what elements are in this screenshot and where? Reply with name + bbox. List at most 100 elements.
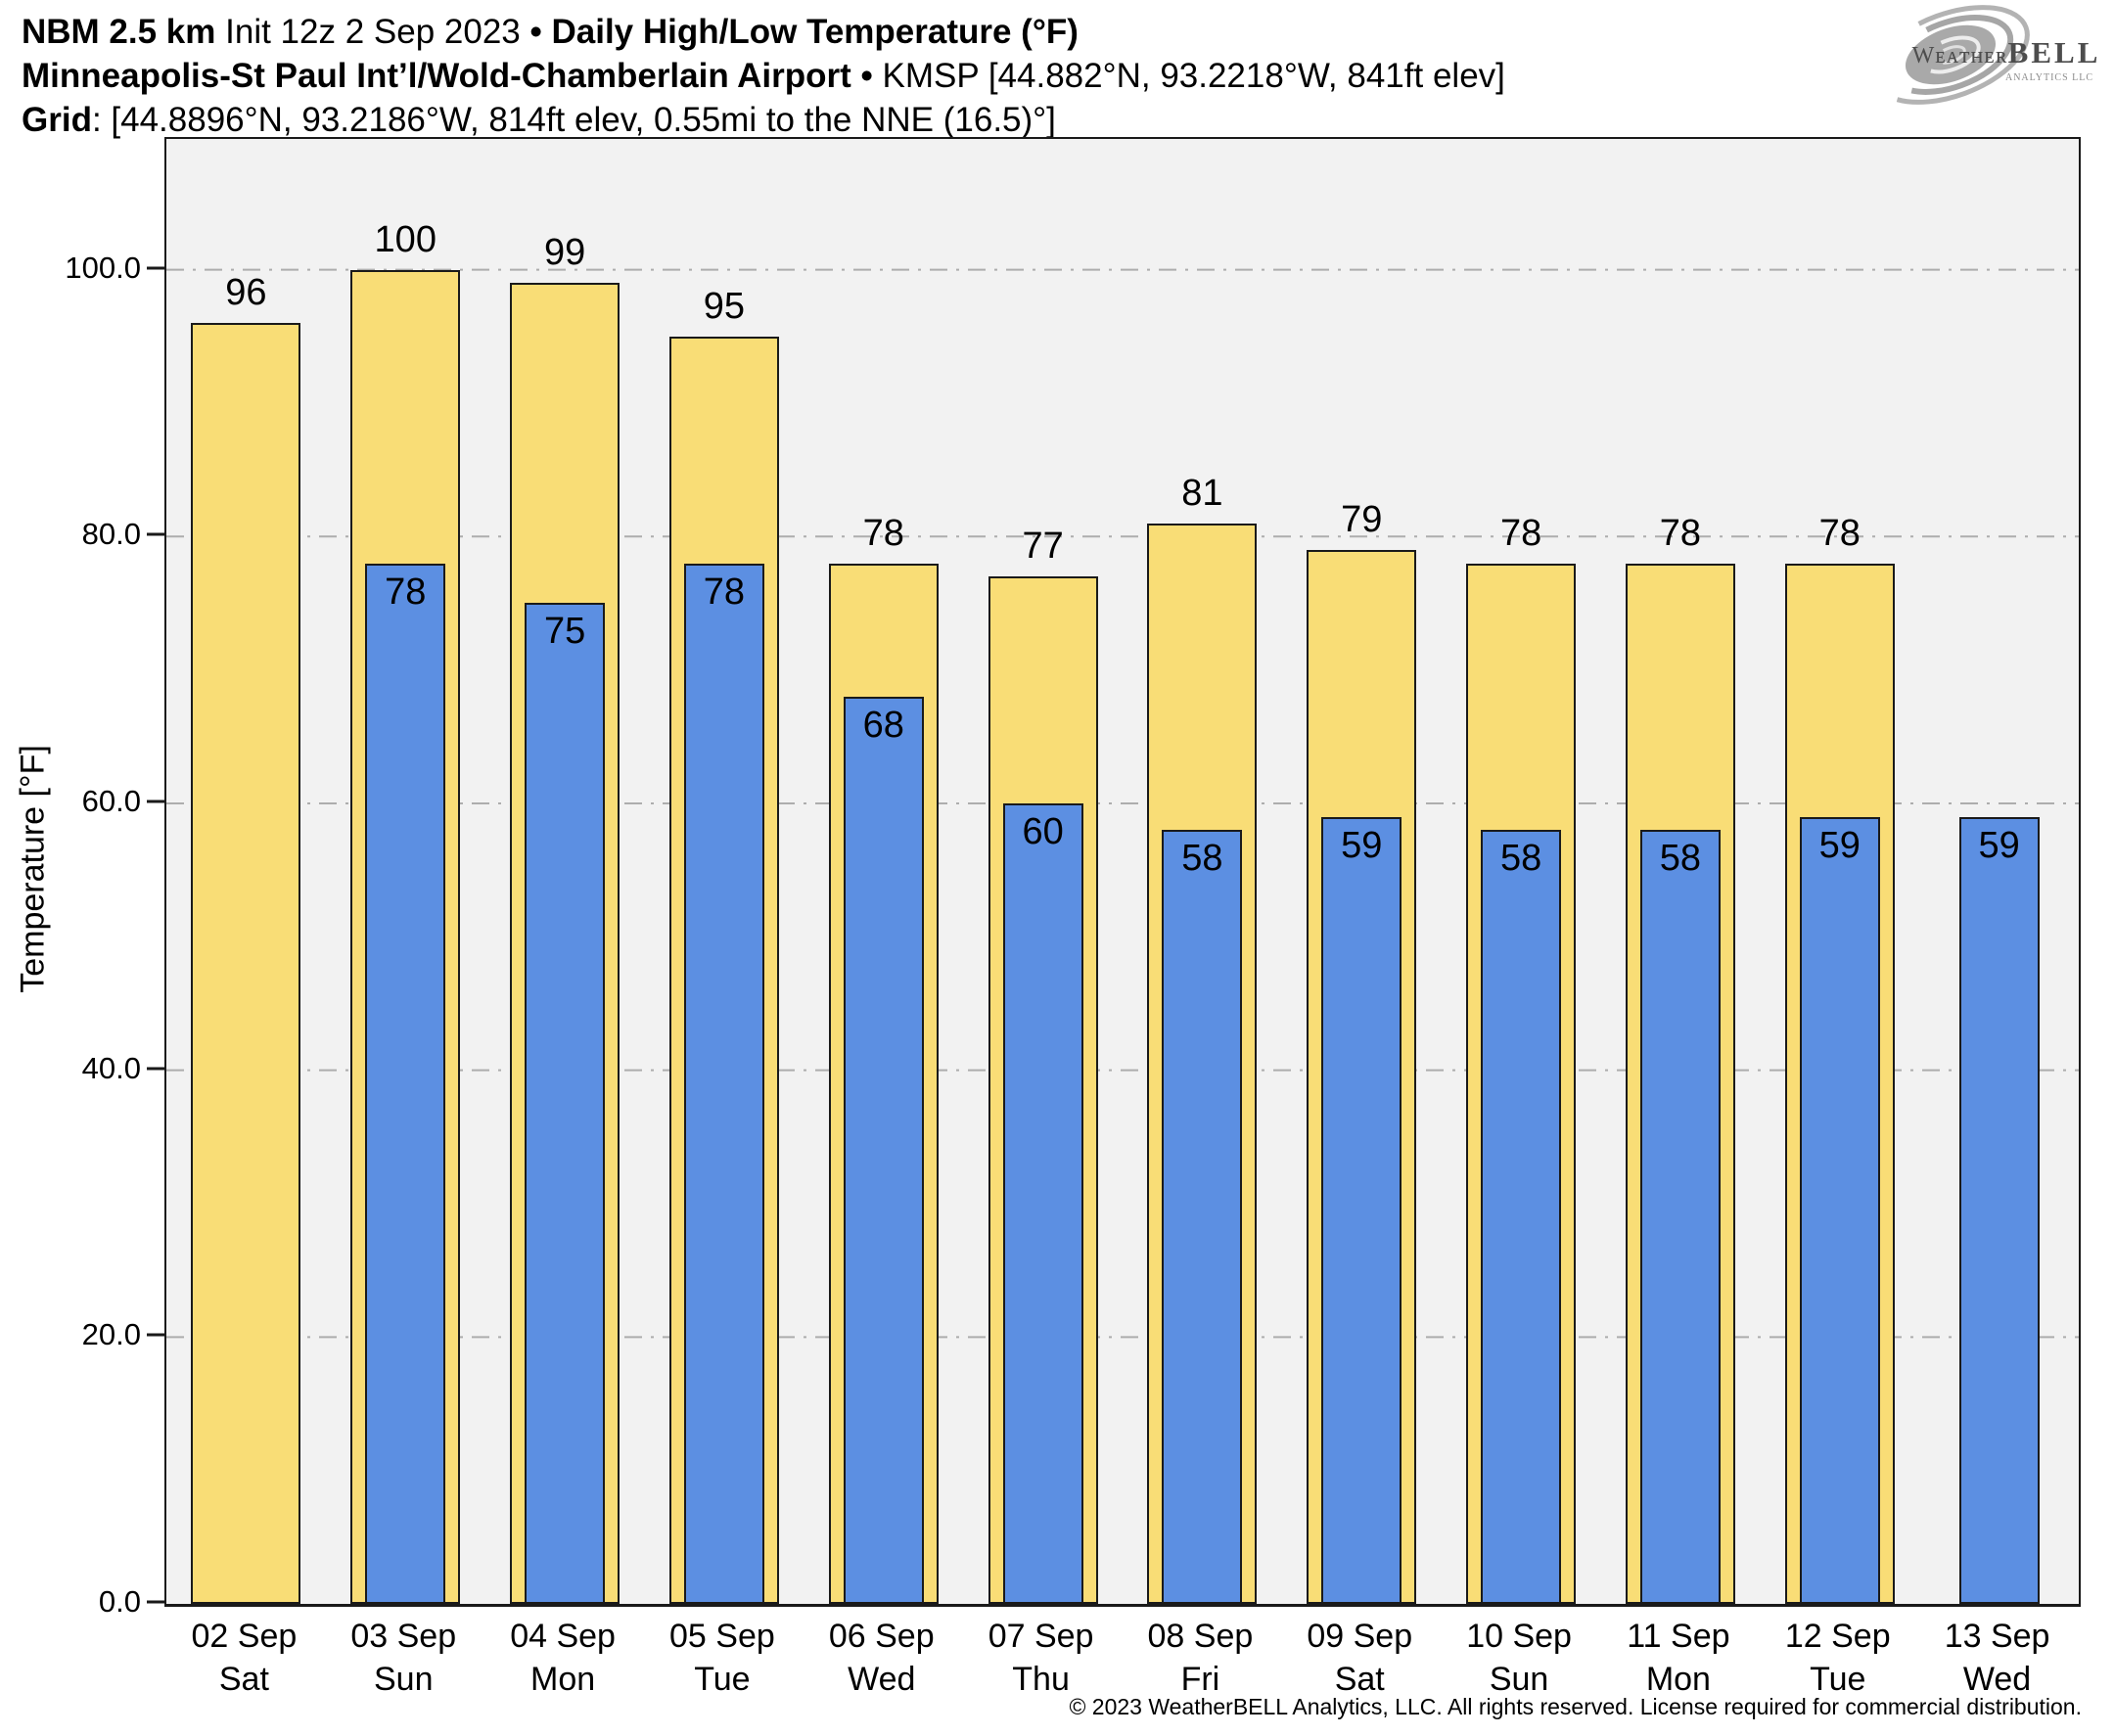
low-value-label: 58: [1181, 838, 1223, 880]
y-tick-mark-40: [147, 1067, 164, 1071]
chart-title: Daily High/Low Temperature (°F): [541, 13, 1079, 51]
x-tick-day: Tue: [694, 1661, 751, 1698]
high-value-label: 78: [1499, 512, 1542, 554]
x-tick-label: 06 Sep Wed: [784, 1615, 980, 1701]
y-tick-label-0: 0.0: [98, 1584, 141, 1619]
low-bar: [683, 563, 764, 1604]
x-tick-label: 13 Sep Wed: [1900, 1615, 2095, 1701]
grid-coords: : [44.8896°N, 93.2186°W, 814ft elev, 0.5…: [91, 101, 1056, 139]
x-tick-day: Thu: [1012, 1661, 1070, 1698]
x-tick-label: 08 Sep Fri: [1102, 1615, 1298, 1701]
low-bar: [1162, 830, 1243, 1604]
y-tick-mark-0: [147, 1600, 164, 1604]
logo-text-weather: Wᴇᴀᴛʜᴇʀ: [1912, 43, 2008, 69]
low-bar: [365, 563, 446, 1604]
low-bar: [1321, 816, 1402, 1604]
high-value-label: 81: [1181, 472, 1223, 514]
low-value-label: 59: [1978, 824, 2020, 866]
y-tick-label-100: 100.0: [65, 250, 141, 285]
grid-label: Grid: [22, 101, 92, 139]
station-coords: KMSP [44.882°N, 93.2218°W, 841ft elev]: [872, 57, 1505, 95]
x-tick-date: 05 Sep: [669, 1618, 775, 1655]
y-tick-mark-100: [147, 266, 164, 270]
x-tick-date: 02 Sep: [191, 1618, 298, 1655]
low-value-label: 60: [1022, 810, 1064, 852]
station-name: Minneapolis-St Paul Int’l/Wold-Chamberla…: [22, 57, 851, 95]
y-tick-label-80: 80.0: [81, 517, 141, 552]
high-bar: [191, 323, 301, 1604]
header-line-1: NBM 2.5 km Init 12z 2 Sep 2023 • Daily H…: [22, 10, 1505, 54]
x-tick-day: Sat: [1334, 1661, 1385, 1698]
bullet-separator: •: [529, 13, 542, 51]
x-tick-label: 10 Sep Sun: [1421, 1615, 1617, 1701]
high-value-label: 100: [374, 218, 437, 260]
gridlines: [166, 268, 2079, 1339]
y-tick-mark-20: [147, 1333, 164, 1337]
y-axis-title: Temperature [°F]: [14, 745, 52, 993]
x-tick-day: Tue: [1810, 1661, 1866, 1698]
x-tick-date: 11 Sep: [1627, 1618, 1730, 1655]
x-tick-label: 09 Sep Sat: [1262, 1615, 1457, 1701]
x-tick-label: 04 Sep Mon: [465, 1615, 661, 1701]
chart-header: NBM 2.5 km Init 12z 2 Sep 2023 • Daily H…: [22, 10, 1505, 142]
x-tick-day: Wed: [848, 1661, 916, 1698]
low-value-label: 59: [1341, 824, 1383, 866]
high-value-label: 79: [1341, 498, 1383, 540]
x-tick-day: Sun: [374, 1661, 434, 1698]
x-tick-date: 08 Sep: [1147, 1618, 1254, 1655]
x-tick-date: 06 Sep: [828, 1618, 935, 1655]
plot-area: 96 100 78 99 75 95 78 78 68 77 60 81 58 79 59 78 58 78 58 7…: [164, 137, 2081, 1607]
hurricane-swirl-icon: WᴇᴀᴛʜᴇʀBELL ANALYTICS LLC: [1871, 5, 2101, 105]
x-tick-date: 13 Sep: [1944, 1618, 2050, 1655]
high-value-label: 95: [703, 285, 746, 327]
x-tick-day: Sun: [1489, 1661, 1549, 1698]
logo-subtext: ANALYTICS LLC: [2005, 72, 2093, 83]
x-tick-day: Sat: [218, 1661, 269, 1698]
y-tick-mark-60: [147, 799, 164, 803]
high-value-label: 99: [543, 232, 586, 274]
x-tick-label: 05 Sep Tue: [624, 1615, 820, 1701]
x-tick-label: 12 Sep Tue: [1740, 1615, 1936, 1701]
x-tick-date: 04 Sep: [510, 1618, 616, 1655]
high-value-label: 78: [862, 512, 904, 554]
y-tick-label-60: 60.0: [81, 783, 141, 818]
low-value-label: 75: [543, 611, 586, 653]
x-tick-date: 10 Sep: [1466, 1618, 1572, 1655]
x-tick-date: 12 Sep: [1784, 1618, 1891, 1655]
x-tick-date: 03 Sep: [350, 1618, 457, 1655]
low-bar: [1958, 816, 2040, 1604]
model-name: NBM 2.5 km: [22, 13, 216, 51]
x-tick-day: Mon: [530, 1661, 596, 1698]
svg-text:WᴇᴀᴛʜᴇʀBELL: WᴇᴀᴛʜᴇʀBELL: [1912, 35, 2101, 69]
x-tick-day: Wed: [1962, 1661, 2032, 1698]
x-tick-date: 07 Sep: [988, 1618, 1094, 1655]
low-bar: [1481, 830, 1562, 1604]
low-bar: [1799, 816, 1880, 1604]
header-line-2: Minneapolis-St Paul Int’l/Wold-Chamberla…: [22, 54, 1505, 98]
low-bar: [1002, 802, 1083, 1604]
low-value-label: 58: [1659, 838, 1702, 880]
x-tick-label: 02 Sep Sat: [146, 1615, 342, 1701]
high-value-label: 77: [1022, 525, 1064, 568]
high-value-label: 78: [1659, 512, 1702, 554]
low-value-label: 78: [703, 571, 746, 613]
x-tick-date: 09 Sep: [1307, 1618, 1413, 1655]
y-tick-mark-80: [147, 532, 164, 536]
low-value-label: 58: [1499, 838, 1542, 880]
low-bar: [525, 603, 606, 1604]
x-tick-label: 03 Sep Sun: [305, 1615, 501, 1701]
low-bar: [1639, 830, 1721, 1604]
low-bar: [843, 696, 924, 1604]
x-tick-day: Mon: [1645, 1661, 1711, 1698]
x-tick-label: 07 Sep Thu: [943, 1615, 1139, 1701]
y-tick-label-20: 20.0: [81, 1317, 141, 1352]
copyright-notice: © 2023 WeatherBELL Analytics, LLC. All r…: [1069, 1694, 2082, 1719]
low-value-label: 78: [385, 571, 427, 613]
init-time: Init 12z 2 Sep 2023: [215, 13, 530, 51]
y-tick-label-40: 40.0: [81, 1050, 141, 1085]
x-tick-day: Fri: [1180, 1661, 1220, 1698]
high-value-label: 96: [225, 272, 267, 314]
header-line-3: Grid: [44.8896°N, 93.2186°W, 814ft elev,…: [22, 98, 1505, 142]
high-value-label: 78: [1818, 512, 1861, 554]
x-tick-label: 11 Sep Mon: [1581, 1615, 1776, 1701]
